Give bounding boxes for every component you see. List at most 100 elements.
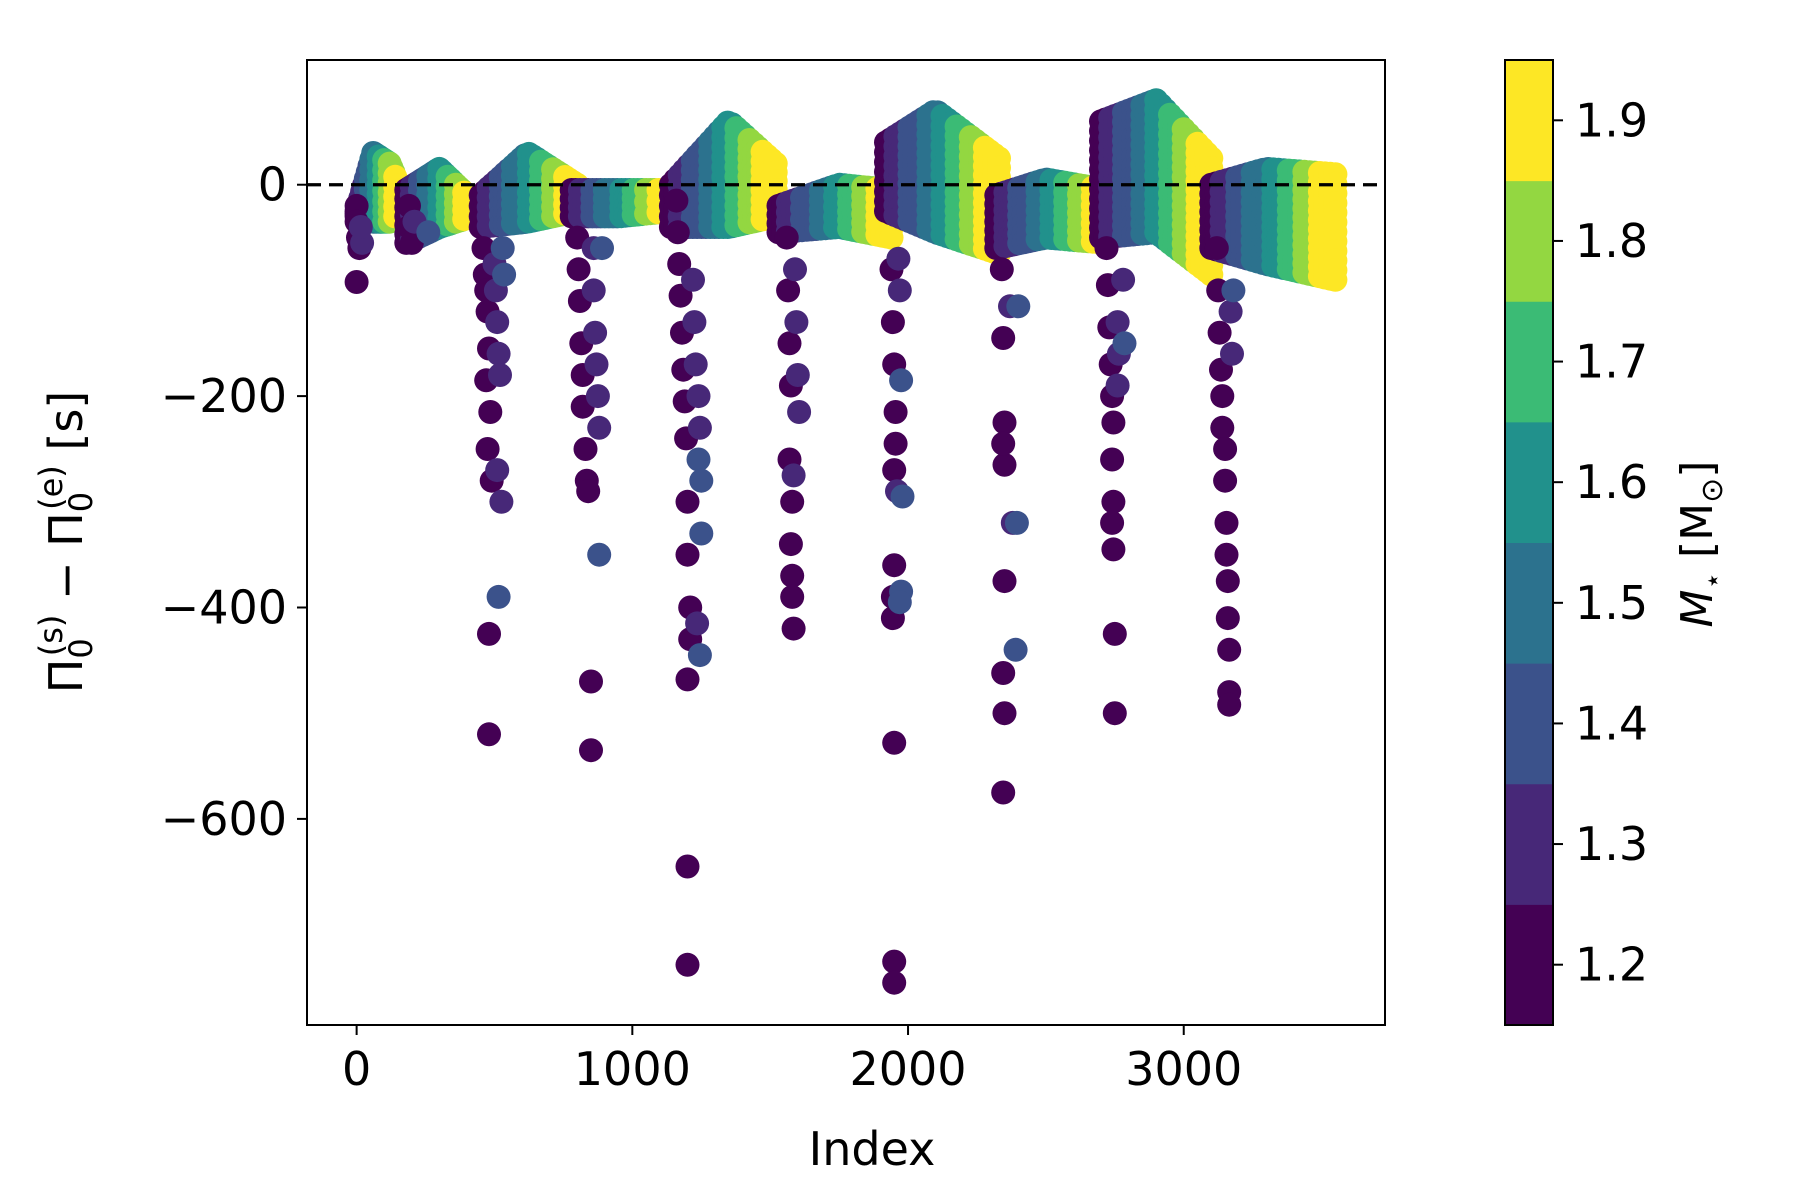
data-point [883,431,908,456]
data-point [1003,637,1028,662]
data-point [687,643,712,668]
colorbar-segment [1505,542,1553,664]
data-point [879,225,904,250]
colorbar-segment [1505,180,1553,302]
colorbar: 1.2 1.3 1.4 1.5 1.6 1.7 1.8 1.9 [1504,59,1648,1026]
data-point [477,621,501,646]
data-point [590,236,614,261]
colorbar-tick-label: 1.3 [1575,817,1648,871]
data-point [882,553,907,578]
y-axis: 0 −200 −400 −600 [161,158,307,846]
data-point [887,278,912,303]
y-tick-label: −600 [161,792,287,846]
data-point [485,458,510,483]
data-point [675,952,700,977]
data-point [882,970,907,995]
data-point [777,331,802,356]
x-axis-label: Index [809,1122,936,1176]
data-point [1214,542,1239,567]
data-point [989,257,1014,282]
colorbar-segment [1505,663,1553,785]
x-tick-label: 0 [342,1042,371,1096]
data-point [1112,331,1137,356]
data-point [681,267,705,292]
data-point [1102,621,1127,646]
x-tick-label: 1000 [574,1042,691,1096]
data-point [778,532,803,557]
data-point [1210,415,1235,440]
data-point [584,352,609,377]
data-point [573,437,598,461]
x-tick-label: 2000 [849,1042,966,1096]
data-point [882,949,907,974]
data-point [783,257,807,282]
data-point [1215,606,1240,631]
data-point [587,542,612,567]
data-point [780,489,805,514]
data-point [1101,410,1126,435]
data-point [689,468,714,493]
data-point [576,479,601,504]
data-point [579,669,603,694]
data-point [1204,236,1229,261]
x-axis: 0 1000 2000 3000 [342,1025,1242,1096]
data-point [991,431,1016,456]
data-point [348,215,373,239]
data-point [477,722,501,747]
data-point [787,400,812,424]
data-point [344,270,369,294]
data-point [992,569,1017,594]
data-point [882,730,907,755]
data-point [492,262,517,287]
data-point [566,257,591,282]
data-point [1213,468,1238,493]
data-point [1094,236,1119,261]
data-point [1100,447,1125,472]
data-point [1101,489,1126,514]
data-point [686,384,711,409]
data-point [883,400,908,424]
data-point [587,415,612,440]
scatter-points [344,88,1348,995]
data-point [675,854,700,879]
data-point [485,310,510,335]
y-axis-label: Π0(s) − Π0(e) [s] [32,391,100,693]
data-point [581,278,606,303]
colorbar-tick-label: 1.8 [1575,214,1648,268]
data-point [774,225,799,250]
data-point [1207,320,1232,345]
data-point [1105,373,1130,398]
y-tick-label: −400 [161,581,287,635]
data-point [486,584,511,609]
data-point [1218,299,1243,324]
data-point [1111,267,1136,292]
data-point [880,310,905,335]
data-point [1105,310,1130,335]
data-point [579,738,603,763]
data-point [682,310,707,335]
data-point [675,542,700,567]
data-point [890,484,915,509]
data-point [780,563,805,588]
data-point [1100,510,1125,535]
colorbar-tick-label: 1.5 [1575,576,1648,630]
data-point [781,616,806,641]
data-point [416,220,441,245]
colorbar-tick-label: 1.4 [1575,696,1648,750]
colorbar-segment [1505,60,1553,182]
data-point [667,252,692,276]
data-point [486,341,511,366]
data-point [1221,278,1246,303]
data-point [1217,692,1242,717]
data-point [992,452,1017,477]
data-point [687,415,712,440]
data-point [675,489,700,514]
colorbar-segment [1505,904,1553,1026]
y-tick-label: 0 [258,158,287,212]
data-point [887,590,912,615]
data-point [489,489,514,514]
data-point [991,661,1016,685]
colorbar-tick-label: 1.7 [1575,335,1648,389]
